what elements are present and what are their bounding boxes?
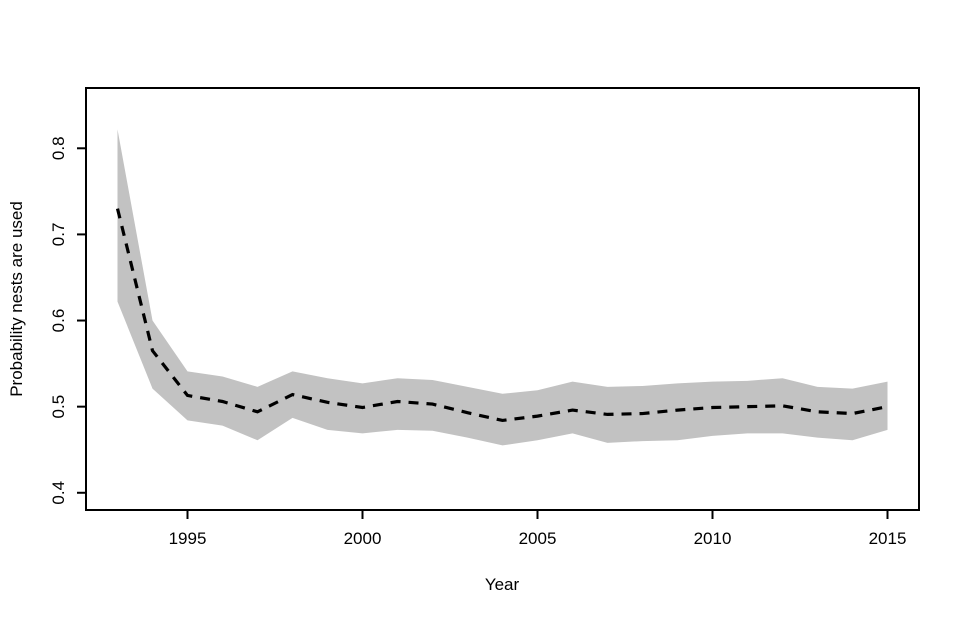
y-tick-label: 0.7	[49, 223, 68, 247]
y-tick-label: 0.4	[49, 481, 68, 505]
y-tick-label: 0.6	[49, 309, 68, 333]
x-tick-label: 2010	[694, 529, 732, 548]
y-axis-title: Probability nests are used	[7, 201, 26, 397]
x-tick-label: 2015	[869, 529, 907, 548]
confidence-band	[117, 129, 888, 446]
y-tick-label: 0.8	[49, 136, 68, 160]
estimate-line	[115, 208, 888, 423]
x-tick-label: 2005	[519, 529, 557, 548]
x-axis-title: Year	[485, 575, 520, 594]
y-tick-label: 0.5	[49, 395, 68, 419]
x-tick-label: 1995	[169, 529, 207, 548]
x-axis-ticks: 1995 2000 2005 2010 2015	[169, 510, 907, 548]
x-tick-label: 2000	[344, 529, 382, 548]
plot-border	[85, 87, 920, 511]
y-axis-ticks: 0.4 0.5 0.6 0.7 0.8	[49, 136, 86, 505]
